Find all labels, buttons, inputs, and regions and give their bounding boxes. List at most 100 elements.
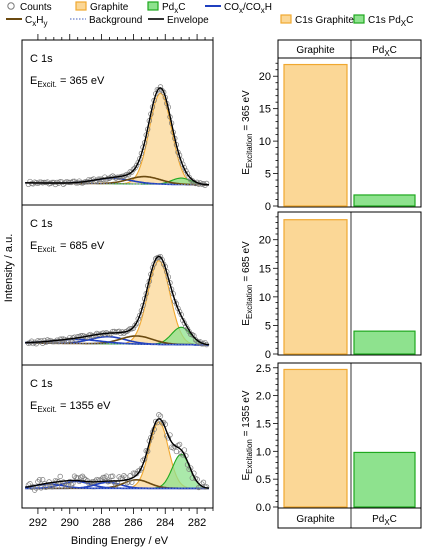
x-axis-label: Binding Energy / eV (71, 535, 169, 547)
spectrum-panel-2: C 1s EExcit. = 685 eV (25, 218, 210, 348)
count-point (129, 169, 135, 175)
count-point (78, 474, 84, 480)
component-fill-pdxc (25, 327, 210, 345)
bar-legend-item-1: C1s PdXC (353, 14, 413, 28)
spectrum-panel-1: C 1s EExcit. = 365 eV (25, 53, 210, 188)
count-point (130, 166, 137, 172)
envelope-line (25, 255, 210, 346)
category-label-bottom: PdXC (372, 514, 397, 527)
count-point (67, 478, 73, 485)
bar-pdxc (353, 330, 416, 355)
count-point (200, 479, 207, 485)
count-point (138, 465, 145, 472)
count-point (102, 475, 108, 481)
legend-label: Graphite (90, 2, 129, 13)
count-point (176, 441, 183, 448)
spectra-frame (21, 39, 214, 509)
count-point (170, 445, 176, 451)
bar-y-axis-label: EExcitation = 365 eV (241, 90, 254, 175)
excitation-label: EExcit. = 1355 eV (30, 400, 111, 414)
legend-item-1: Graphite (75, 1, 129, 13)
count-point (127, 473, 133, 479)
count-point (38, 337, 44, 344)
count-point (175, 305, 181, 312)
count-point (203, 180, 210, 187)
count-point (75, 333, 81, 340)
bar-legend-label: C1s Graphite (295, 15, 354, 26)
y-tick-label: 0 (265, 349, 271, 361)
excitation-label: EExcit. = 685 eV (30, 240, 105, 254)
legend-item-3: COx/COxH (205, 2, 272, 15)
y-tick-label: 1.0 (256, 446, 271, 458)
count-point (137, 156, 143, 162)
y-tick-label: 0.0 (256, 502, 271, 514)
category-label-top: PdXC (372, 45, 397, 58)
y-tick-label: 20 (259, 71, 271, 83)
y-tick-label: 10 (259, 292, 271, 304)
spectrum-legend: Counts Graphite PdxC COx/COxH CxHy Background… (6, 1, 272, 28)
count-point (156, 87, 162, 93)
envelope-line (25, 87, 209, 186)
legend-label: Counts (20, 2, 52, 13)
excitation-label: EExcit. = 365 eV (30, 75, 105, 89)
count-point (116, 474, 122, 480)
count-point (132, 322, 138, 329)
legend-item-5: Background (70, 15, 142, 26)
count-point (124, 328, 130, 334)
bar-pdxc (353, 451, 416, 508)
xps-spectra-chart: 292 290 288 286 284 282 Binding Energy / eV Int… (3, 34, 214, 547)
bar-panel-2: 0 5 10 15 20 EExcitation = 685 eV (241, 211, 422, 361)
component-fill-graphite (25, 422, 210, 489)
legend-item-2: PdxC (147, 1, 185, 15)
count-point (60, 181, 67, 187)
count-point (121, 473, 127, 479)
count-point (130, 325, 137, 331)
intensity-bar-chart: 0 5 10 15 20 EExcitation = 365 eV 0 5 10 15 20 EExc… (241, 39, 422, 529)
y-tick-label: 2.0 (256, 391, 271, 403)
count-point (78, 333, 84, 339)
count-point (161, 89, 167, 95)
count-point (194, 179, 200, 185)
legend-item-6: Envelope (148, 15, 209, 26)
component-fill-graphite (25, 260, 210, 345)
component-fill-pdxc (25, 454, 210, 489)
x-tick-label: 290 (61, 517, 79, 529)
count-point (68, 482, 74, 488)
count-point (137, 312, 143, 319)
y-tick-label: 2.5 (256, 363, 271, 375)
count-point (133, 162, 140, 169)
count-point (113, 482, 119, 488)
category-label-bottom: Graphite (296, 514, 335, 525)
count-point (70, 178, 76, 185)
count-point (173, 448, 180, 455)
count-point (36, 477, 43, 483)
count-point (44, 337, 51, 343)
pdxc-swatch-icon (147, 1, 159, 11)
y-tick-label: 5 (265, 169, 271, 181)
bar-graphite (283, 219, 348, 355)
graphite-swatch-icon (75, 1, 87, 11)
envelope-line (25, 418, 210, 489)
count-point (129, 479, 135, 485)
x-tick-label: 284 (156, 517, 174, 529)
bar-y-axis-label: EExcitation = 685 eV (241, 241, 254, 326)
bar-y-axis-label: EExcitation = 1355 eV (241, 390, 254, 480)
pdxc-swatch-icon (353, 14, 365, 24)
panel-title: C 1s (30, 218, 53, 230)
count-point (43, 484, 49, 490)
count-point (97, 477, 103, 483)
y-tick-label: 10 (259, 136, 271, 148)
count-point (186, 174, 192, 180)
bar-legend-label: C1s PdXC (368, 15, 413, 28)
x-tick-label: 286 (124, 517, 142, 529)
count-point (159, 257, 165, 263)
category-label-top: Graphite (296, 45, 335, 56)
legend-label: COx/COxH (224, 2, 272, 15)
legend-item-4: CxHy (6, 15, 47, 28)
bar-graphite (283, 63, 348, 207)
count-point (71, 473, 78, 479)
category-header (277, 39, 422, 59)
legend-label: CxHy (25, 15, 47, 28)
y-axis-label: Intensity / a.u. (3, 234, 15, 302)
